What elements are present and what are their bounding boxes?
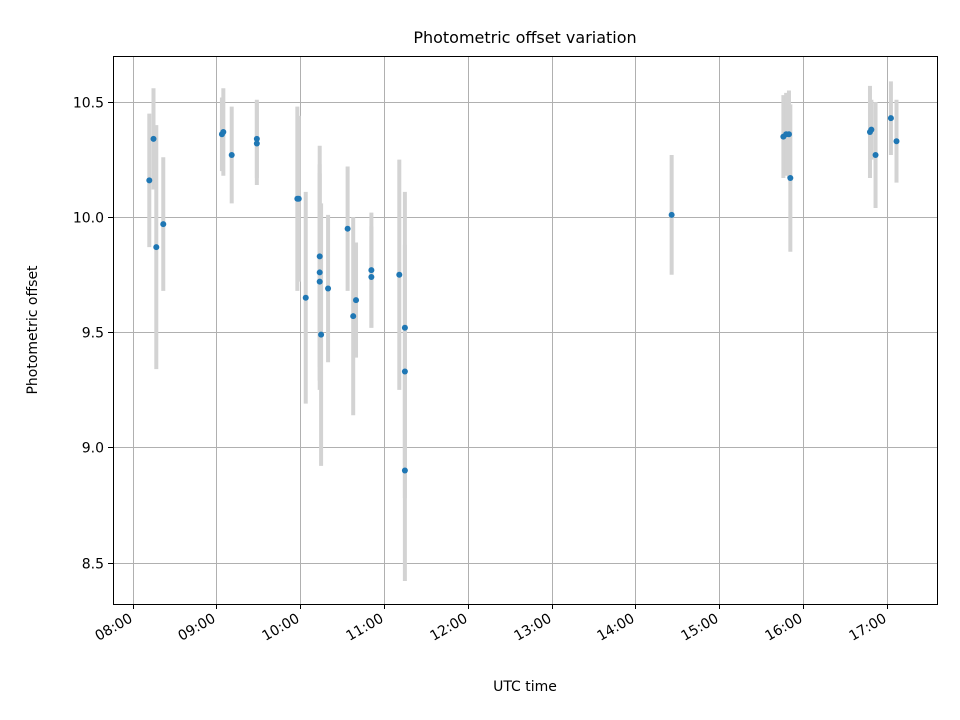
x-axis-ticks: 08:00 09:00 10:00 11:00 12:00 13:00 14:00 15:00… [93,604,890,645]
data-point [150,135,157,142]
y-tick-label: 8.5 [82,557,104,573]
x-tick-label: 11:00 [344,611,387,645]
data-point [368,274,375,281]
plot-frame [113,56,938,605]
data-point [228,152,235,159]
x-tick-label: 08:00 [93,611,136,645]
data-point [893,138,900,145]
y-tick-label: 10.5 [73,96,104,112]
data-point [401,324,408,331]
x-tick-label: 17:00 [847,611,890,645]
y-tick-label: 9.0 [82,441,104,457]
x-tick-label: 13:00 [512,611,555,645]
data-point [401,467,408,474]
y-tick-label: 10.0 [73,211,104,227]
data-point [668,211,675,218]
x-tick-label: 16:00 [763,611,806,645]
data-point [253,135,260,142]
data-point [785,131,792,138]
data-point [325,285,332,292]
data-point [153,244,160,251]
data-point [316,253,323,260]
data-point [146,177,153,184]
y-tick-label: 9.5 [82,326,104,342]
data-point [350,313,357,320]
y-axis-ticks: 8.5 9.0 9.5 10.0 10.5 [73,96,113,573]
y-axis-label: Photometric offset [25,265,41,395]
error-bars [147,81,899,581]
data-point [787,175,794,182]
data-point [316,269,323,276]
data-point [316,278,323,285]
data-point [295,195,302,202]
data-point [253,140,260,147]
data-point [887,115,894,122]
x-tick-label: 09:00 [176,611,219,645]
x-tick-label: 12:00 [428,611,471,645]
data-point [368,267,375,274]
data-point [344,225,351,232]
x-tick-label: 15:00 [679,611,722,645]
data-point [220,128,227,135]
data-point [160,221,167,228]
x-tick-label: 14:00 [595,611,638,645]
data-point [302,294,309,301]
chart-title: Photometric offset variation [413,28,636,47]
data-point [353,297,360,304]
data-point [318,331,325,338]
grid [113,56,937,604]
data-points [146,115,900,474]
data-point [401,368,408,375]
data-point [396,271,403,278]
x-axis-label: UTC time [493,679,557,695]
data-point [868,126,875,133]
data-point [872,152,879,159]
x-tick-label: 10:00 [260,611,303,645]
